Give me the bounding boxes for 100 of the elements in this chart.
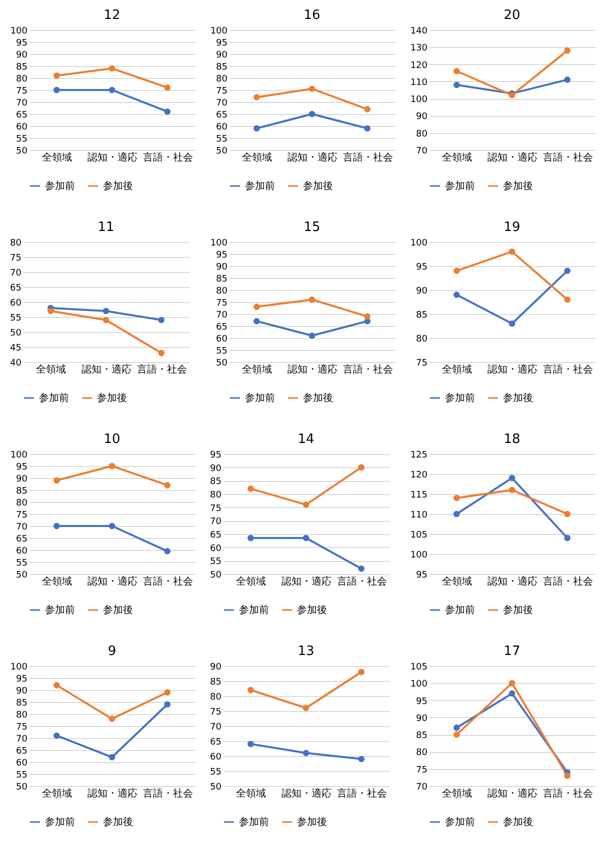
point <box>564 510 570 518</box>
point <box>454 82 460 88</box>
y-tick-label: 60 <box>210 544 222 554</box>
x-tick-label: 認知・適応 <box>88 576 138 588</box>
y-tick-label: 90 <box>16 50 28 60</box>
point <box>508 680 516 686</box>
y-tick-label: 85 <box>16 698 28 708</box>
y-tick-label: 90 <box>16 474 28 484</box>
point <box>54 682 60 688</box>
y-tick-label: 60 <box>216 122 228 132</box>
y-tick-label: 75 <box>10 254 22 264</box>
chart-title: 13 <box>298 644 314 659</box>
point <box>454 724 460 731</box>
y-tick-label: 75 <box>216 86 228 96</box>
point <box>364 313 370 320</box>
legend-label: 参加前 <box>245 392 275 404</box>
point <box>302 502 310 508</box>
legend-label: 参加前 <box>445 816 475 828</box>
y-tick-label: 95 <box>416 696 428 707</box>
y-tick-label: 80 <box>416 334 428 344</box>
legend-label: 参加前 <box>239 604 269 616</box>
chart-title: 17 <box>504 644 520 659</box>
x-tick-label: 認知・適応 <box>488 788 538 800</box>
y-tick-label: 55 <box>216 346 228 356</box>
legend-label: 参加後 <box>503 604 533 616</box>
y-tick-label: 70 <box>416 146 428 156</box>
point <box>248 740 254 748</box>
y-tick-label: 65 <box>16 534 28 544</box>
x-tick-label: 言語・社会 <box>336 788 387 800</box>
x-tick-label: 全領域 <box>236 576 266 588</box>
point <box>54 732 60 739</box>
legend-label: 参加前 <box>239 816 269 828</box>
legend-label: 参加前 <box>445 392 475 404</box>
y-tick-label: 70 <box>16 734 28 744</box>
point <box>158 316 164 324</box>
point <box>108 65 116 72</box>
y-tick-label: 75 <box>16 722 28 732</box>
y-tick-label: 65 <box>210 738 222 748</box>
x-tick-label: 言語・社会 <box>342 364 393 376</box>
y-tick-label: 140 <box>410 26 428 36</box>
point <box>54 72 60 79</box>
x-tick-label: 認知・適応 <box>288 364 338 376</box>
point <box>508 248 516 255</box>
y-tick-label: 50 <box>16 146 28 156</box>
y-tick-label: 55 <box>216 134 228 144</box>
y-tick-label: 80 <box>416 748 428 758</box>
y-tick-label: 95 <box>216 38 228 48</box>
legend-label: 参加前 <box>45 180 75 192</box>
x-tick-label: 認知・適応 <box>88 152 138 164</box>
chart-title: 11 <box>98 220 114 235</box>
y-tick-label: 75 <box>416 765 428 776</box>
y-tick-label: 100 <box>10 26 28 36</box>
chart-title: 9 <box>108 644 116 659</box>
point <box>54 477 60 484</box>
point <box>54 522 60 530</box>
y-tick-label: 90 <box>416 112 428 122</box>
y-tick-label: 95 <box>16 462 28 472</box>
point <box>358 756 364 762</box>
point <box>454 494 460 502</box>
y-tick-label: 50 <box>210 570 222 580</box>
y-tick-label: 75 <box>210 708 222 718</box>
y-tick-label: 85 <box>210 477 222 488</box>
y-tick-label: 90 <box>210 662 222 672</box>
y-tick-label: 40 <box>10 358 22 368</box>
x-tick-label: 言語・社会 <box>542 788 593 800</box>
y-tick-label: 105 <box>410 662 428 672</box>
x-tick-label: 言語・社会 <box>142 576 193 588</box>
y-tick-label: 80 <box>16 74 28 84</box>
y-tick-label: 70 <box>16 98 28 108</box>
point <box>508 690 516 697</box>
y-tick-label: 50 <box>16 570 28 580</box>
point <box>164 108 170 115</box>
chart-title: 14 <box>298 432 314 447</box>
x-tick-label: 言語・社会 <box>342 152 393 164</box>
point <box>358 668 364 676</box>
x-tick-label: 全領域 <box>442 152 472 164</box>
point <box>564 47 570 54</box>
x-tick-label: 認知・適応 <box>488 152 538 164</box>
y-tick-label: 100 <box>10 450 28 460</box>
y-tick-label: 95 <box>416 262 428 272</box>
point <box>564 534 570 542</box>
y-tick-label: 80 <box>216 286 228 296</box>
legend-label: 参加後 <box>297 816 327 828</box>
x-tick-label: 言語・社会 <box>142 152 193 164</box>
y-tick-label: 50 <box>10 328 22 338</box>
y-tick-label: 85 <box>16 62 28 72</box>
point <box>564 772 570 779</box>
chart-title: 15 <box>304 220 320 235</box>
y-tick-label: 90 <box>416 714 428 724</box>
point <box>564 296 570 303</box>
y-tick-label: 50 <box>216 146 228 156</box>
chart-title: 12 <box>104 8 120 23</box>
point <box>508 474 516 482</box>
legend-label: 参加前 <box>245 180 275 192</box>
y-tick-label: 65 <box>216 322 228 332</box>
point <box>48 308 54 314</box>
x-tick-label: 全領域 <box>42 576 72 588</box>
y-tick-label: 60 <box>16 758 28 768</box>
y-tick-label: 90 <box>416 286 428 296</box>
legend-label: 参加後 <box>503 816 533 828</box>
